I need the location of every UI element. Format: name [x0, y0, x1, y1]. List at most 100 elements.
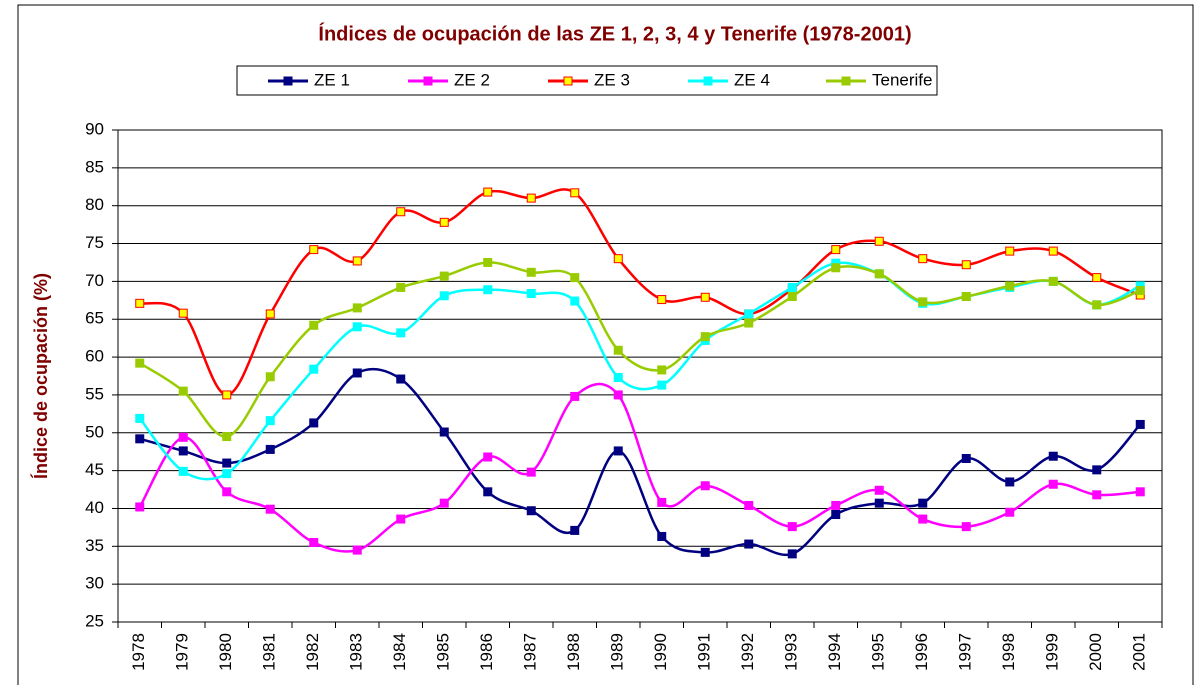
x-tick-label: 1988 [564, 633, 583, 671]
point-marker [1048, 451, 1058, 461]
point-marker [483, 487, 493, 497]
point-marker [961, 260, 971, 270]
point-marker [265, 504, 275, 514]
point-marker [700, 481, 710, 491]
y-tick-label: 40 [85, 498, 104, 517]
point-marker [570, 188, 580, 198]
point-marker [526, 193, 536, 203]
point-marker [744, 309, 754, 319]
point-marker [265, 416, 275, 426]
point-marker [961, 292, 971, 302]
point-marker [178, 386, 188, 396]
point-marker [352, 322, 362, 332]
point-marker [918, 254, 928, 264]
point-marker [1005, 507, 1015, 517]
point-marker [787, 292, 797, 302]
point-marker [135, 298, 145, 308]
x-tick-label: 1981 [260, 633, 279, 671]
point-marker [613, 446, 623, 456]
point-marker [178, 466, 188, 476]
point-marker [439, 291, 449, 301]
point-marker [613, 390, 623, 400]
x-tick-label: 2001 [1130, 633, 1149, 671]
point-marker [396, 374, 406, 384]
point-marker [570, 296, 580, 306]
x-tick-label: 1978 [129, 633, 148, 671]
point-marker [526, 267, 536, 277]
point-marker [570, 391, 580, 401]
point-marker [657, 295, 667, 305]
point-marker [396, 514, 406, 524]
point-marker [439, 271, 449, 281]
point-marker [352, 303, 362, 313]
point-marker [744, 500, 754, 510]
point-marker [1005, 477, 1015, 487]
y-tick-label: 45 [85, 460, 104, 479]
point-marker [222, 458, 232, 468]
x-tick-label: 1984 [390, 633, 409, 671]
x-tick-label: 1983 [347, 633, 366, 671]
x-tick-label: 1992 [738, 633, 757, 671]
x-tick-label: 1998 [999, 633, 1018, 671]
y-tick-label: 80 [85, 195, 104, 214]
legend-label: ZE 2 [454, 70, 490, 89]
point-marker [526, 506, 536, 516]
point-marker [961, 522, 971, 532]
point-marker [570, 273, 580, 283]
legend-label: ZE 4 [734, 70, 770, 89]
point-marker [396, 282, 406, 292]
point-marker [700, 547, 710, 557]
point-marker [918, 514, 928, 524]
point-marker [1135, 419, 1145, 429]
point-marker [265, 372, 275, 382]
x-tick-label: 1990 [651, 633, 670, 671]
point-marker [613, 373, 623, 383]
point-marker [135, 413, 145, 423]
point-marker [831, 263, 841, 273]
point-marker [483, 257, 493, 267]
point-marker [135, 358, 145, 368]
point-marker [1135, 285, 1145, 295]
legend-marker [703, 76, 713, 86]
point-marker [178, 432, 188, 442]
point-marker [222, 390, 232, 400]
point-marker [265, 309, 275, 319]
point-marker [657, 365, 667, 375]
x-tick-label: 1991 [695, 633, 714, 671]
point-marker [613, 254, 623, 264]
point-marker [1005, 281, 1015, 291]
point-marker [1048, 479, 1058, 489]
point-marker [700, 292, 710, 302]
point-marker [526, 288, 536, 298]
y-tick-label: 75 [85, 233, 104, 252]
x-tick-label: 1989 [608, 633, 627, 671]
point-marker [787, 522, 797, 532]
point-marker [1092, 465, 1102, 475]
point-marker [439, 217, 449, 227]
x-tick-label: 1980 [216, 633, 235, 671]
point-marker [526, 467, 536, 477]
x-tick-label: 1985 [434, 633, 453, 671]
point-marker [309, 320, 319, 330]
point-marker [1092, 273, 1102, 283]
point-marker [178, 446, 188, 456]
point-marker [483, 452, 493, 462]
point-marker [831, 500, 841, 510]
point-marker [178, 308, 188, 318]
point-marker [874, 236, 884, 246]
point-marker [787, 282, 797, 292]
x-tick-label: 1994 [825, 633, 844, 671]
x-tick-label: 1987 [521, 633, 540, 671]
point-marker [918, 498, 928, 508]
point-marker [918, 297, 928, 307]
legend-label: Tenerife [872, 70, 932, 89]
point-marker [1092, 300, 1102, 310]
point-marker [874, 485, 884, 495]
point-marker [265, 444, 275, 454]
point-marker [1048, 246, 1058, 256]
legend-marker [841, 76, 851, 86]
legend-label: ZE 1 [314, 70, 350, 89]
point-marker [222, 432, 232, 442]
legend-marker [563, 76, 573, 86]
